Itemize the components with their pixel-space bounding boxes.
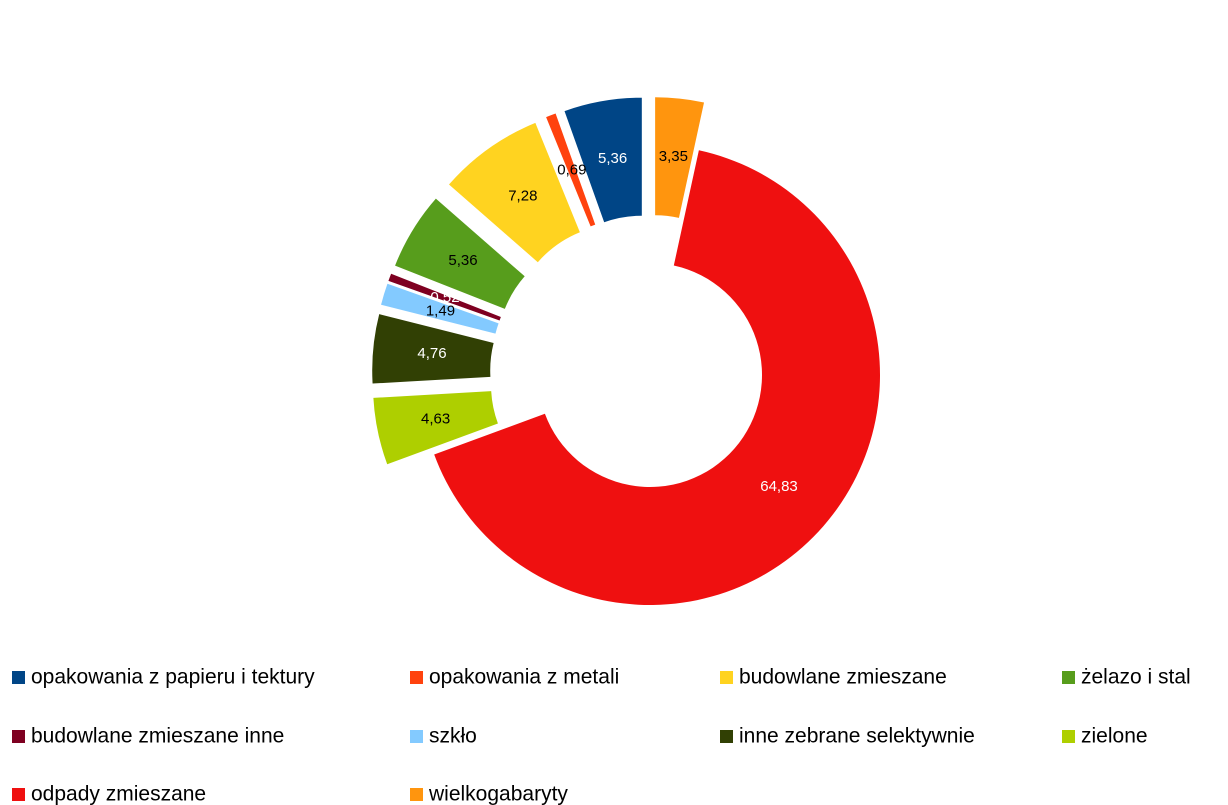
data-label: 4,63 bbox=[421, 411, 450, 428]
slice bbox=[434, 150, 881, 605]
legend-swatch bbox=[1062, 671, 1075, 684]
slice bbox=[564, 97, 642, 223]
legend-label: wielkogabaryty bbox=[428, 783, 568, 805]
legend-swatch bbox=[720, 730, 733, 743]
legend-label: odpady zmieszane bbox=[31, 783, 206, 805]
legend-swatch bbox=[1062, 730, 1075, 743]
slice bbox=[373, 391, 498, 465]
legend-swatch bbox=[12, 730, 25, 743]
data-label: 64,83 bbox=[760, 478, 798, 495]
legend-swatch bbox=[12, 671, 25, 684]
legend-swatch bbox=[410, 730, 423, 743]
legend-label: żelazo i stal bbox=[1081, 666, 1191, 689]
slice bbox=[448, 122, 580, 263]
slice bbox=[388, 273, 501, 321]
data-label: 5,36 bbox=[598, 150, 627, 167]
slice bbox=[395, 198, 525, 309]
legend-label: budowlane zmieszane bbox=[739, 666, 947, 689]
legend-label: szkło bbox=[429, 725, 477, 748]
legend-swatch bbox=[410, 788, 423, 801]
data-label: 5,36 bbox=[448, 252, 477, 269]
slice bbox=[381, 283, 499, 334]
data-label: 0,69 bbox=[557, 161, 586, 178]
slice bbox=[546, 113, 596, 227]
slice bbox=[372, 314, 494, 384]
legend-label: opakowania z metali bbox=[429, 666, 619, 689]
legend-swatch bbox=[410, 671, 423, 684]
legend-label: opakowania z papieru i tektury bbox=[31, 666, 315, 689]
slice bbox=[655, 97, 705, 218]
legend-swatch bbox=[720, 671, 733, 684]
legend-label: zielone bbox=[1081, 725, 1148, 748]
data-label: 4,76 bbox=[417, 345, 446, 362]
legend-swatch bbox=[12, 788, 25, 801]
data-label: 1,49 bbox=[426, 302, 455, 319]
legend-label: inne zebrane selektywnie bbox=[739, 725, 975, 748]
data-label: 7,28 bbox=[508, 188, 537, 205]
legend-label: budowlane zmieszane inne bbox=[31, 725, 284, 748]
data-label: 3,35 bbox=[659, 148, 688, 165]
